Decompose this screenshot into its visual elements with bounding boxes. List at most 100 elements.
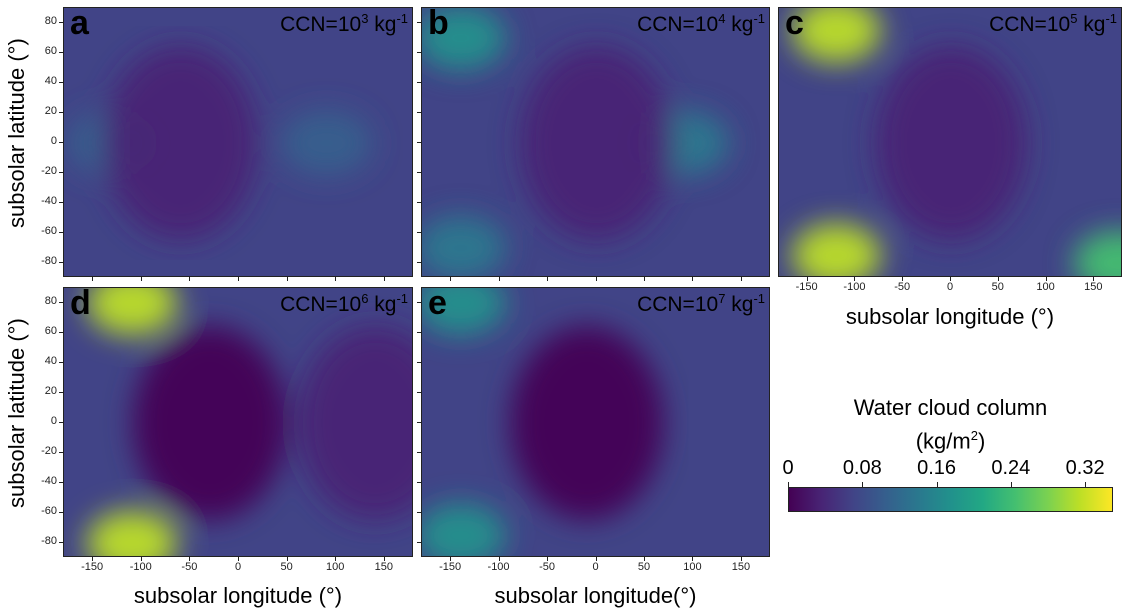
y-tick-label: 0 [50, 415, 57, 427]
x-tick-label: 150 [374, 561, 393, 573]
y-tick-label: 20 [44, 385, 57, 397]
y-tick-label: -60 [41, 225, 57, 237]
y-tick-label: 60 [44, 325, 57, 337]
tick-mark [417, 112, 421, 113]
x-tick-label: 100 [683, 561, 702, 573]
heatmap-b-field [422, 8, 769, 276]
tick-mark [189, 277, 191, 281]
tick-mark [740, 557, 742, 561]
tick-mark [417, 302, 421, 303]
x-tick-label: -100 [129, 561, 152, 573]
tick-mark [417, 392, 421, 393]
tick-mark [59, 202, 63, 203]
tick-mark [498, 277, 500, 281]
ccn-label-c: CCN=105 kg-1 [989, 11, 1117, 36]
tick-mark [189, 557, 191, 561]
colorbar-tick-label: 0.32 [1065, 457, 1105, 479]
ccn-label-b: CCN=104 kg-1 [637, 11, 765, 36]
x-tick-label: -150 [795, 281, 818, 293]
y-tick-label: -20 [41, 445, 57, 457]
y-tick-label: 80 [44, 15, 57, 27]
tick-mark [692, 557, 694, 561]
y-tick-label: -80 [41, 255, 57, 267]
tick-mark [238, 557, 239, 561]
heatmap-blob [86, 288, 178, 336]
colorbar-tick-mark [936, 482, 938, 487]
y-tick-label: 40 [44, 355, 57, 367]
tick-mark [450, 557, 452, 561]
tick-mark [59, 142, 63, 143]
x-tick-label: 50 [280, 561, 293, 573]
heatmap-e-field [422, 288, 769, 556]
x-tick-label: -100 [843, 281, 866, 293]
colorbar-tick-mark [1010, 482, 1012, 487]
heatmap-blob [422, 288, 507, 336]
tick-mark [238, 277, 239, 281]
tick-mark [417, 232, 421, 233]
heatmap-blob [422, 8, 507, 71]
heatmap-blob [422, 215, 507, 276]
tick-mark [59, 22, 63, 23]
colorbar-tick-mark [788, 482, 789, 487]
tick-mark [1093, 277, 1095, 281]
tick-mark [59, 302, 63, 303]
tick-mark [547, 557, 549, 561]
heatmap-d-field [64, 288, 412, 556]
x-tick-label: -150 [81, 561, 104, 573]
panel-letter-d: d [70, 287, 91, 322]
x-tick-label: 100 [1036, 281, 1055, 293]
colorbar-tick-mark [862, 482, 864, 487]
y-tick-label: -60 [41, 505, 57, 517]
tick-mark [140, 277, 142, 281]
y-tick-label: 60 [44, 45, 57, 57]
tick-mark [92, 277, 94, 281]
y-tick-label: -40 [41, 195, 57, 207]
colorbar-title: Water cloud column (kg/m2) [788, 394, 1113, 455]
x-tick-label: -50 [181, 561, 198, 573]
tick-mark [997, 277, 999, 281]
tick-mark [59, 332, 63, 333]
heatmap-blob [103, 45, 258, 241]
y-tick-label: 40 [44, 75, 57, 87]
colorbar-tick-label: 0.16 [917, 457, 957, 479]
tick-mark [595, 557, 597, 561]
tick-mark [417, 52, 421, 53]
y-tick-label: 0 [50, 135, 57, 147]
tick-mark [383, 557, 385, 561]
heatmap-blob [281, 110, 372, 176]
tick-mark [59, 392, 63, 393]
x-tick-label: 150 [1084, 281, 1103, 293]
y-tick-label: -20 [41, 165, 57, 177]
heatmap-blob [132, 325, 287, 521]
x-tick-label: -100 [487, 561, 510, 573]
x-tick-label: -50 [894, 281, 911, 293]
x-tick-label: 0 [592, 561, 599, 573]
tick-mark [417, 202, 421, 203]
tick-mark [854, 277, 856, 281]
heatmap-panel-a: a CCN=103 kg-1 [63, 7, 413, 277]
tick-mark [286, 557, 288, 561]
heatmap-blob [1073, 230, 1121, 276]
tick-mark [417, 512, 421, 513]
x-tick-label: 150 [731, 561, 751, 573]
tick-mark [417, 262, 421, 263]
panel-letter-c: c [785, 7, 804, 42]
heatmap-blob [791, 8, 882, 63]
tick-mark [417, 142, 421, 143]
tick-mark [902, 277, 904, 281]
tick-mark [59, 172, 63, 173]
tick-mark [643, 557, 645, 561]
tick-mark [59, 482, 63, 483]
panel-letter-e: e [428, 287, 447, 322]
tick-mark [59, 52, 63, 53]
heatmap-panel-b: b CCN=104 kg-1 [421, 7, 770, 277]
tick-mark [140, 557, 142, 561]
heatmap-blob [298, 325, 412, 521]
tick-mark [335, 277, 337, 281]
y-tick-label: 20 [44, 105, 57, 117]
ccn-label-a: CCN=103 kg-1 [280, 11, 408, 36]
y-tick-label: -80 [41, 535, 57, 547]
heatmap-a-field [64, 8, 412, 276]
tick-mark [595, 277, 597, 281]
y-tick-label: 80 [44, 295, 57, 307]
